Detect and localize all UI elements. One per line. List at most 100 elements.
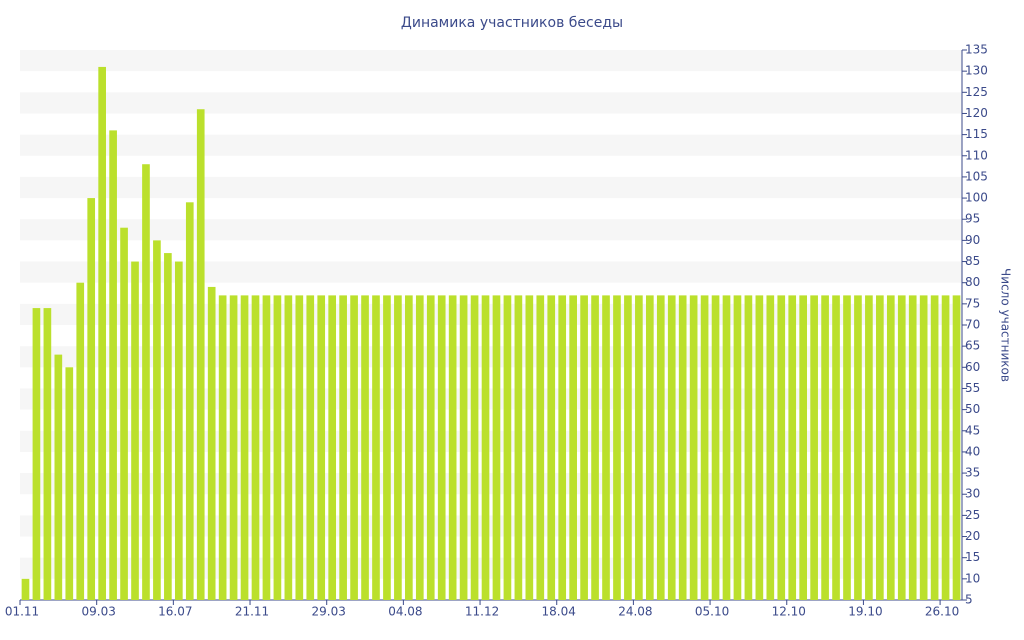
grid-band bbox=[20, 430, 962, 452]
bar bbox=[558, 295, 567, 600]
y-tick-label: 95 bbox=[965, 212, 980, 226]
bar bbox=[284, 295, 293, 600]
bar bbox=[865, 295, 873, 600]
bar bbox=[185, 202, 194, 601]
y-axis-label: Число участников bbox=[999, 268, 1013, 382]
bar bbox=[799, 295, 808, 600]
bar bbox=[547, 295, 556, 600]
bar bbox=[744, 295, 753, 600]
x-tick-label: 29.03 bbox=[312, 605, 346, 619]
bar bbox=[153, 240, 161, 600]
y-tick-label: 30 bbox=[965, 487, 980, 501]
y-tick-label: 5 bbox=[965, 593, 973, 607]
bar bbox=[54, 354, 63, 600]
bar bbox=[777, 295, 786, 600]
bar bbox=[919, 295, 928, 600]
bar bbox=[525, 295, 534, 600]
bar bbox=[930, 295, 939, 600]
x-tick-label: 26.10 bbox=[925, 605, 959, 619]
y-tick-label: 105 bbox=[965, 169, 988, 183]
x-tick-label: 16.07 bbox=[158, 605, 192, 619]
grid-band bbox=[20, 134, 962, 156]
bar bbox=[361, 295, 369, 600]
y-tick-label: 40 bbox=[965, 444, 980, 458]
grid-band bbox=[20, 303, 962, 325]
bar bbox=[21, 578, 30, 600]
bar bbox=[602, 295, 610, 600]
bar bbox=[295, 295, 304, 600]
bar bbox=[591, 295, 599, 600]
y-tick-label: 120 bbox=[965, 106, 988, 120]
bar bbox=[32, 308, 41, 600]
bar bbox=[941, 295, 950, 600]
bar bbox=[317, 295, 326, 600]
bar bbox=[624, 295, 632, 600]
x-tick-label: 11.12 bbox=[465, 605, 499, 619]
y-tick-label: 125 bbox=[965, 85, 988, 99]
y-tick-label: 45 bbox=[965, 423, 980, 437]
bar bbox=[700, 295, 709, 600]
bar bbox=[43, 308, 52, 600]
bar bbox=[459, 295, 468, 600]
bar bbox=[131, 261, 139, 600]
bar bbox=[372, 295, 380, 600]
bar bbox=[656, 295, 665, 600]
bar bbox=[536, 295, 545, 600]
bar bbox=[426, 295, 435, 600]
bar bbox=[196, 109, 205, 600]
y-tick-label: 80 bbox=[965, 275, 980, 289]
bar bbox=[251, 295, 260, 600]
bar bbox=[821, 295, 829, 600]
bar bbox=[87, 198, 96, 601]
bar bbox=[613, 295, 621, 600]
grid-band bbox=[20, 219, 962, 241]
bar bbox=[908, 295, 917, 600]
bar bbox=[76, 282, 85, 600]
y-tick-label: 75 bbox=[965, 296, 980, 310]
bar bbox=[164, 253, 172, 601]
bar bbox=[229, 295, 238, 600]
y-tick-label: 35 bbox=[965, 466, 980, 480]
bar bbox=[98, 66, 106, 600]
bar bbox=[207, 286, 216, 600]
grid-band bbox=[20, 50, 962, 72]
bar bbox=[273, 295, 282, 600]
bar bbox=[240, 295, 249, 600]
bar bbox=[262, 295, 271, 600]
grid-band bbox=[20, 473, 962, 495]
bar bbox=[492, 295, 501, 600]
x-tick-label: 05.10 bbox=[695, 605, 729, 619]
y-tick-label: 90 bbox=[965, 233, 980, 247]
bar bbox=[481, 295, 490, 600]
bar bbox=[667, 295, 676, 600]
y-tick-label: 10 bbox=[965, 571, 980, 585]
bar bbox=[733, 295, 742, 600]
y-tick-label: 55 bbox=[965, 381, 980, 395]
bar bbox=[65, 367, 74, 600]
y-tick-label: 100 bbox=[965, 191, 988, 205]
y-tick-label: 130 bbox=[965, 64, 988, 78]
bar bbox=[109, 130, 117, 600]
bar bbox=[678, 295, 687, 600]
grid-band bbox=[20, 515, 962, 537]
bar bbox=[448, 295, 457, 600]
bar bbox=[328, 295, 337, 600]
x-tick-label: 19.10 bbox=[848, 605, 882, 619]
bar bbox=[350, 295, 358, 600]
x-tick-label: 09.03 bbox=[81, 605, 115, 619]
grid-band bbox=[20, 346, 962, 368]
bar bbox=[886, 295, 895, 600]
grid-band bbox=[20, 557, 962, 579]
x-tick-label: 01.11 bbox=[5, 605, 39, 619]
x-tick-label: 12.10 bbox=[772, 605, 806, 619]
bar bbox=[142, 164, 150, 600]
bar bbox=[711, 295, 720, 600]
bar bbox=[843, 295, 851, 600]
y-tick-label: 50 bbox=[965, 402, 980, 416]
bar bbox=[810, 295, 818, 600]
y-tick-label: 20 bbox=[965, 529, 980, 543]
bar bbox=[832, 295, 840, 600]
x-tick-label: 21.11 bbox=[235, 605, 269, 619]
grid-band bbox=[20, 176, 962, 199]
